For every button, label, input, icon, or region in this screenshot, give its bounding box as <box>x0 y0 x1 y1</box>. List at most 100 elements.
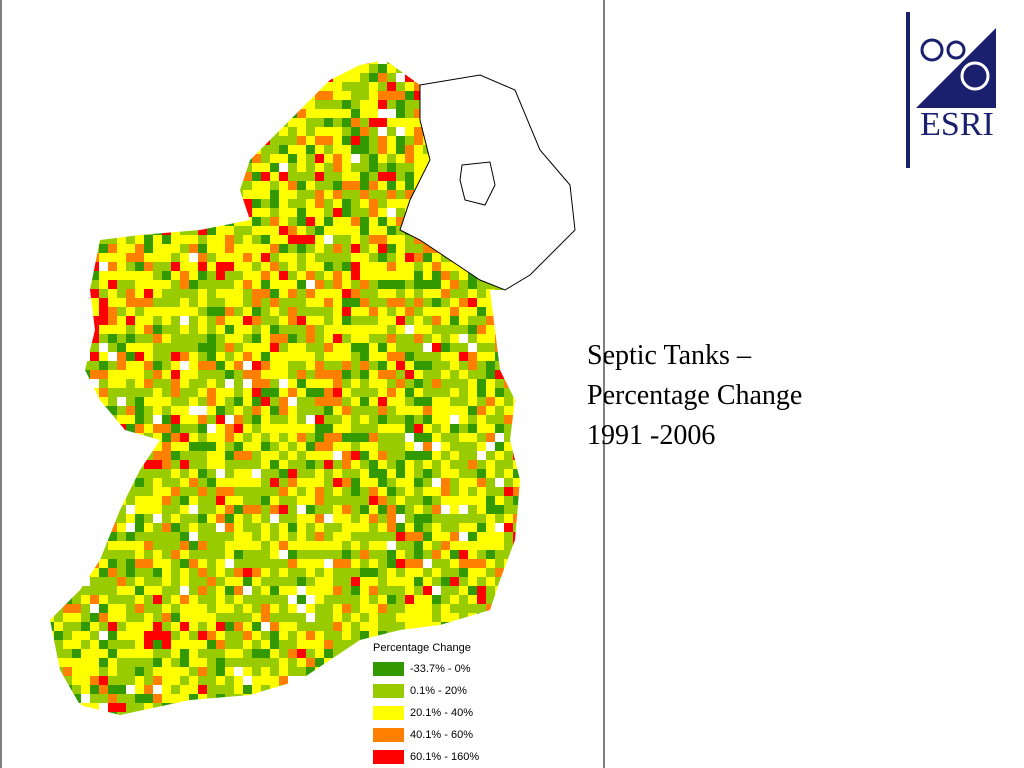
map-cell <box>504 325 513 334</box>
map-cell <box>180 685 189 694</box>
map-cell <box>252 586 261 595</box>
map-cell <box>207 622 216 631</box>
map-cell <box>63 235 72 244</box>
map-cell <box>495 631 504 640</box>
map-cell <box>342 604 351 613</box>
map-cell <box>540 334 549 343</box>
map-cell <box>333 64 342 73</box>
map-cell <box>252 460 261 469</box>
map-cell <box>378 208 387 217</box>
map-cell <box>342 271 351 280</box>
map-cell <box>531 388 540 397</box>
map-cell <box>351 379 360 388</box>
map-cell <box>117 199 126 208</box>
map-cell <box>252 91 261 100</box>
map-cell <box>441 550 450 559</box>
map-cell <box>252 271 261 280</box>
map-cell <box>468 631 477 640</box>
map-cell <box>144 640 153 649</box>
map-cell <box>72 559 81 568</box>
map-cell <box>279 424 288 433</box>
map-cell <box>288 217 297 226</box>
map-cell <box>477 550 486 559</box>
map-cell <box>243 532 252 541</box>
map-cell <box>459 298 468 307</box>
map-cell <box>450 487 459 496</box>
map-cell <box>144 118 153 127</box>
map-cell <box>216 676 225 685</box>
map-cell <box>81 118 90 127</box>
map-cell <box>81 172 90 181</box>
map-cell <box>243 406 252 415</box>
map-cell <box>270 613 279 622</box>
map-cell <box>459 64 468 73</box>
map-cell <box>252 505 261 514</box>
map-cell <box>360 586 369 595</box>
map-cell <box>198 352 207 361</box>
map-cell <box>315 550 324 559</box>
map-cell <box>50 550 54 559</box>
map-cell <box>207 82 216 91</box>
map-cell <box>441 631 450 640</box>
map-cell <box>360 685 369 694</box>
map-cell <box>306 100 315 109</box>
map-cell <box>540 505 549 514</box>
map-cell <box>477 343 486 352</box>
map-cell <box>261 568 270 577</box>
map-cell <box>225 631 234 640</box>
map-cell <box>189 217 198 226</box>
map-cell <box>126 640 135 649</box>
map-cell <box>396 235 405 244</box>
map-cell <box>576 352 585 361</box>
map-cell <box>216 388 225 397</box>
map-cell <box>162 559 171 568</box>
map-cell <box>468 451 477 460</box>
map-cell <box>50 532 54 541</box>
map-cell <box>171 649 180 658</box>
map-cell <box>216 244 225 253</box>
map-cell <box>396 100 405 109</box>
map-cell <box>558 550 567 559</box>
map-cell <box>234 424 243 433</box>
map-cell <box>234 397 243 406</box>
map-cell <box>198 631 207 640</box>
map-cell <box>252 181 261 190</box>
map-cell <box>108 676 117 685</box>
map-cell <box>315 622 324 631</box>
map-cell <box>378 136 387 145</box>
map-cell <box>369 118 378 127</box>
map-cell <box>315 244 324 253</box>
map-cell <box>324 352 333 361</box>
map-cell <box>495 577 504 586</box>
map-cell <box>50 604 54 613</box>
map-cell <box>351 622 360 631</box>
map-cell <box>144 280 153 289</box>
map-cell <box>531 586 540 595</box>
map-cell <box>396 298 405 307</box>
map-cell <box>333 352 342 361</box>
map-cell <box>297 109 306 118</box>
map-cell <box>144 361 153 370</box>
map-cell <box>558 595 567 604</box>
map-cell <box>567 334 575 343</box>
map-cell <box>72 64 81 73</box>
map-cell <box>315 199 324 208</box>
map-cell <box>180 514 189 523</box>
map-cell <box>414 136 423 145</box>
map-cell <box>50 334 54 343</box>
map-cell <box>180 100 189 109</box>
map-cell <box>495 370 504 379</box>
map-cell <box>162 532 171 541</box>
map-cell <box>315 433 324 442</box>
map-cell <box>324 307 333 316</box>
map-cell <box>288 406 297 415</box>
map-cell <box>360 325 369 334</box>
map-cell <box>90 361 99 370</box>
map-cell <box>351 190 360 199</box>
map-cell <box>225 325 234 334</box>
map-cell <box>243 415 252 424</box>
map-cell <box>135 352 144 361</box>
map-cell <box>279 244 288 253</box>
map-cell <box>180 613 189 622</box>
map-cell <box>234 253 243 262</box>
